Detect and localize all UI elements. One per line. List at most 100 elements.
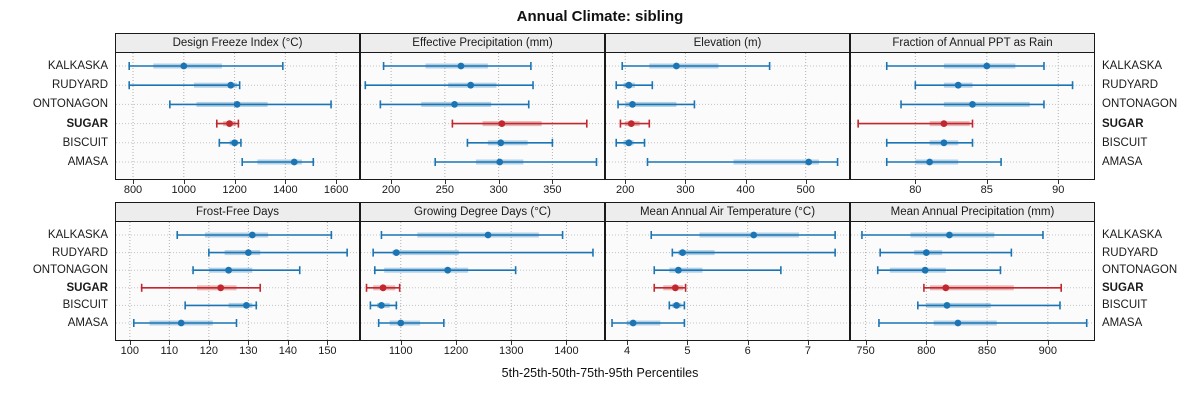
axis-spacer-left (0, 341, 115, 361)
median-dot (227, 81, 235, 89)
median-dot (217, 284, 225, 292)
series-rudyard (615, 81, 654, 90)
axis-tick-mark (1047, 341, 1049, 345)
median-dot (679, 249, 686, 256)
series-amasa (377, 319, 445, 327)
median-dot (625, 81, 633, 89)
series-ontonagon (653, 266, 782, 275)
panel-bg (116, 222, 359, 340)
site-label-sugar: SUGAR (66, 117, 108, 130)
axis-tick-mark (687, 341, 689, 345)
panel-strip-growing-degree-days-c: Growing Degree Days (°C) (360, 202, 605, 221)
axis-tick-label: 80 (909, 184, 922, 196)
strip-spacer-left (0, 33, 115, 52)
median-dot (496, 158, 504, 166)
series-biscuit (668, 301, 686, 310)
x-axis-mean-annual-air-temperature-c: 4 5 6 7 (605, 341, 850, 361)
strip-title: Growing Degree Days (°C) (414, 206, 551, 218)
strip-title: Mean Annual Precipitation (mm) (890, 206, 1055, 218)
axis-row: 800 1000 1200 1400 1600 200 250 300 350 200 300 400… (0, 180, 1200, 200)
site-label-rudyard: RUDYARD (1102, 79, 1159, 92)
series-sugar (216, 119, 240, 128)
site-labels-left: KALKASKA RUDYARD ONTONAGON SUGAR BISCUIT AMAS… (0, 221, 115, 341)
panel-strip-mean-annual-air-temperature-c: Mean Annual Air Temperature (°C) (605, 202, 850, 221)
median-dot (940, 120, 948, 127)
median-dot (290, 158, 298, 166)
median-dot (392, 249, 400, 256)
median-dot (954, 81, 962, 89)
site-label-sugar: SUGAR (1102, 281, 1144, 294)
x-axis-mean-annual-precipitation-mm: 750 800 850 900 (850, 341, 1095, 361)
site-label-amasa: AMASA (1102, 317, 1143, 329)
series-ontonagon (374, 266, 517, 275)
panel-bg (361, 53, 604, 179)
axis-tick-mark (805, 180, 807, 184)
series-amasa (878, 319, 1088, 327)
strip-spacer-right (1095, 202, 1200, 221)
axis-tick-label: 4 (624, 345, 631, 357)
median-dot (627, 120, 635, 127)
median-dot (750, 231, 758, 239)
series-kalkaska (380, 231, 564, 239)
median-dot (629, 319, 637, 327)
panel-canvas-elevation-m (606, 53, 849, 179)
axis-tick-mark (208, 341, 210, 345)
site-labels-right: KALKASKA RUDYARD ONTONAGON SUGAR BISCUIT AMAS… (1095, 52, 1200, 180)
axis-tick-label: 250 (435, 184, 455, 196)
axis-tick-label: 5 (684, 345, 691, 357)
median-dot (671, 284, 679, 292)
axis-tick-label: 800 (917, 345, 936, 357)
strip-title: Design Freeze Index (°C) (172, 37, 303, 49)
axis-tick-mark (285, 180, 287, 184)
x-axis-fraction-of-annual-ppt-as-rain: 80 85 90 (850, 180, 1095, 200)
axis-tick-mark (133, 180, 134, 184)
series-ontonagon (192, 266, 301, 275)
axis-tick-label: 1400 (273, 184, 298, 196)
series-amasa (241, 158, 315, 166)
median-dot (921, 266, 929, 274)
median-dot (378, 302, 385, 309)
series-ontonagon (169, 100, 332, 109)
axis-tick-label: 850 (977, 345, 997, 357)
axis-tick-label: 85 (980, 184, 993, 196)
panel-effective-precipitation-mm (360, 52, 605, 180)
median-dot (226, 120, 233, 127)
x-axis-effective-precipitation-mm: 200 250 300 350 (360, 180, 605, 200)
median-dot (674, 266, 682, 274)
panel-canvas-mean-annual-precipitation-mm (851, 222, 1094, 340)
panel-canvas-effective-precipitation-mm (361, 53, 604, 179)
series-biscuit (218, 138, 242, 147)
strip-row: Frost-Free Days Growing Degree Days (°C) M… (0, 202, 1200, 221)
series-amasa (611, 319, 686, 327)
median-dot (457, 62, 465, 70)
figure-title: Annual Climate: sibling (516, 8, 684, 25)
series-rudyard (879, 248, 1013, 257)
series-kalkaska (382, 62, 532, 70)
axis-tick-label: 200 (381, 184, 401, 196)
axis-tick-mark (745, 180, 747, 184)
median-dot (242, 302, 250, 309)
series-rudyard (364, 81, 534, 90)
axis-tick-label: 1200 (222, 184, 247, 196)
series-ontonagon (900, 100, 1045, 109)
axis-tick-label: 1600 (323, 184, 349, 196)
axis-tick-mark (552, 180, 554, 184)
median-dot (922, 249, 930, 256)
median-dot (233, 101, 241, 108)
axis-tick-label: 100 (120, 345, 140, 357)
series-amasa (434, 158, 598, 166)
axis-tick-label: 1000 (171, 184, 197, 196)
series-rudyard (372, 248, 594, 257)
panel-frost-free-days (115, 221, 360, 341)
axis-spacer-right (1095, 341, 1200, 361)
axis-tick-mark (625, 180, 627, 184)
strip-spacer-left (0, 202, 115, 221)
median-dot (629, 101, 636, 108)
strip-title: Effective Precipitation (mm) (412, 37, 553, 49)
axis-tick-label: 140 (278, 345, 298, 357)
series-ontonagon (876, 266, 1002, 275)
median-dot (467, 81, 475, 89)
figure-caption: 5th-25th-50th-75th-95th Percentiles (501, 366, 699, 380)
axis-tick-mark (400, 341, 402, 345)
median-dot (940, 139, 948, 147)
